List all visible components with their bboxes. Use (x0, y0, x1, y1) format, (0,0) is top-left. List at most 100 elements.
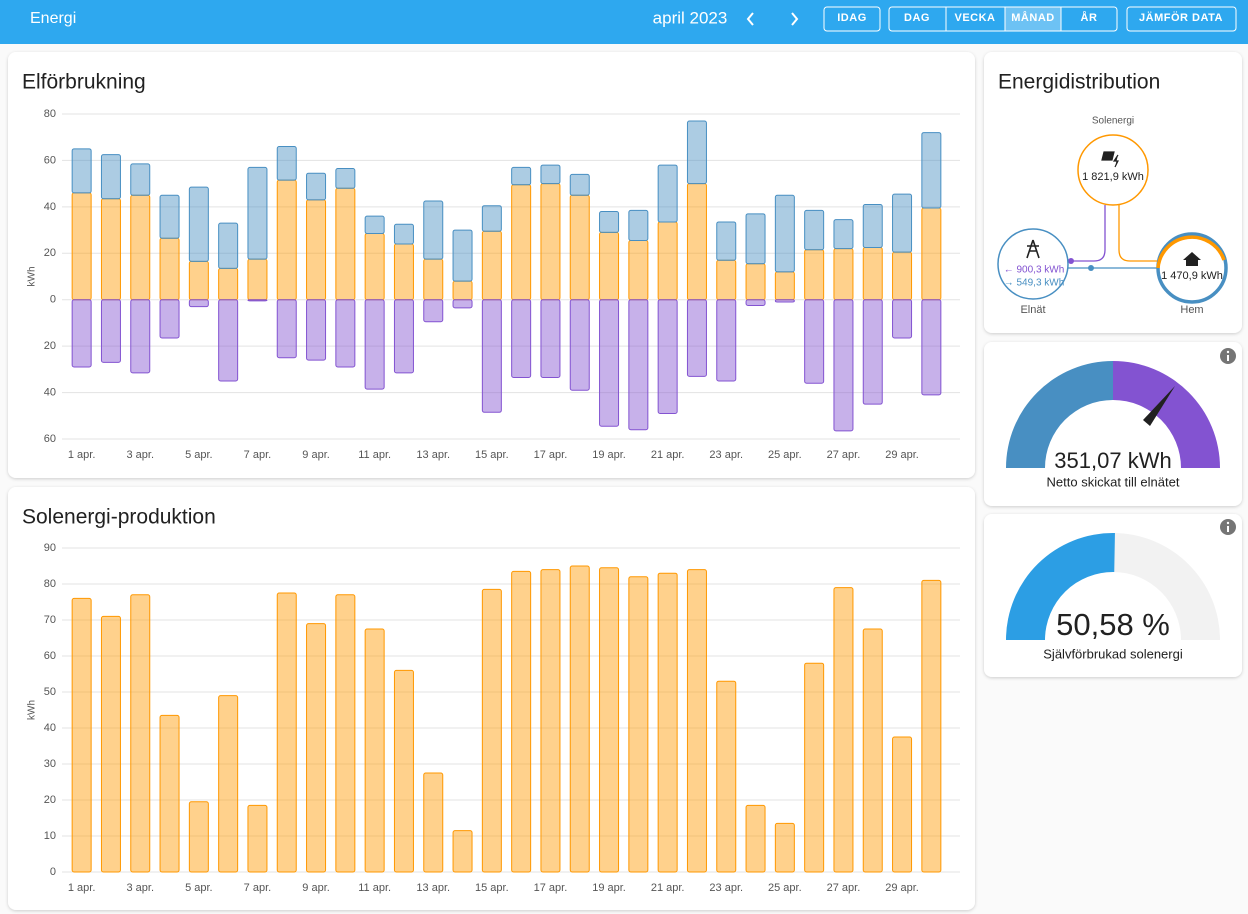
bar (306, 299, 327, 361)
bar (745, 299, 766, 307)
bar (130, 594, 151, 873)
x-tick-label: 7 apr. (244, 449, 272, 461)
x-tick-label: 7 apr. (244, 882, 272, 894)
day-button[interactable]: DAG (904, 12, 930, 24)
next-button[interactable] (791, 12, 799, 26)
button-label: IDAG (837, 12, 867, 24)
bar (833, 248, 854, 301)
bar (628, 299, 649, 431)
x-tick-label: 23 apr. (709, 882, 743, 894)
bar (569, 194, 590, 301)
bar (218, 695, 239, 873)
x-tick-label: 13 apr. (416, 449, 450, 461)
node-label: Hem (1180, 304, 1203, 316)
bar (892, 193, 913, 253)
year-button[interactable]: ÅR (1081, 11, 1098, 24)
bar (804, 249, 825, 301)
bar (511, 166, 532, 186)
bar (71, 299, 92, 368)
node-value: ← 900,3 kWh (1004, 265, 1065, 276)
bar (540, 183, 561, 301)
chart-title: Solenergi-produktion (22, 506, 216, 529)
bar (657, 221, 678, 301)
x-tick-label: 15 apr. (475, 882, 509, 894)
bar (276, 146, 297, 181)
bar (130, 194, 151, 301)
bar (452, 229, 473, 282)
prev-button[interactable] (746, 12, 754, 26)
node-value: → 549,3 kWh (1004, 278, 1065, 289)
x-tick-label: 27 apr. (827, 449, 861, 461)
bar (452, 830, 473, 873)
bar (481, 230, 502, 301)
bar (921, 579, 942, 873)
node-value: 1 821,9 kWh (1082, 171, 1144, 183)
bar (804, 209, 825, 251)
bar (921, 299, 942, 396)
bar (686, 183, 707, 301)
bar (833, 299, 854, 432)
info-icon[interactable] (1220, 348, 1236, 364)
gauge-value: 351,07 kWh (1054, 448, 1171, 473)
bar (188, 299, 209, 308)
bar (452, 280, 473, 301)
bar (569, 173, 590, 196)
button-label: JÄMFÖR DATA (1139, 11, 1223, 24)
bar (511, 184, 532, 301)
bar (745, 263, 766, 301)
bar (335, 187, 356, 301)
bar (716, 221, 737, 261)
bar (423, 200, 444, 260)
bar (335, 168, 356, 189)
flow-dot (1088, 265, 1094, 271)
y-tick-label: 10 (44, 830, 56, 842)
x-tick-label: 17 apr. (534, 882, 568, 894)
bar (130, 299, 151, 374)
bar (481, 205, 502, 232)
solar-node (1077, 134, 1149, 206)
bar (364, 299, 385, 390)
bar (774, 271, 795, 301)
bar (657, 164, 678, 223)
x-tick-label: 5 apr. (185, 882, 213, 894)
bar (100, 198, 121, 301)
bar (306, 172, 327, 201)
bar (745, 804, 766, 873)
bar (862, 204, 883, 248)
period: april 2023 (653, 8, 728, 27)
bar (628, 576, 649, 873)
gauge-needle (1143, 386, 1175, 426)
gauge-segment (1006, 361, 1113, 468)
bar (393, 669, 414, 873)
bar (569, 565, 590, 873)
week-button[interactable]: VECKA (954, 12, 995, 24)
node-label: Solenergi (1092, 116, 1134, 127)
bar (423, 299, 444, 323)
bar (276, 179, 297, 301)
bar (188, 801, 209, 873)
bar (599, 231, 620, 301)
bar (716, 299, 737, 382)
bar (862, 628, 883, 873)
bar (393, 299, 414, 374)
compare-button[interactable]: JÄMFÖR DATA (1126, 6, 1237, 32)
x-tick-label: 15 apr. (475, 449, 509, 461)
bar (599, 211, 620, 233)
y-axis-label: kWh (27, 267, 38, 287)
x-tick-label: 27 apr. (827, 882, 861, 894)
bar (423, 258, 444, 301)
info-icon[interactable] (1220, 519, 1236, 535)
x-tick-label: 17 apr. (534, 449, 568, 461)
bar (862, 246, 883, 301)
month-button[interactable]: MÅNAD (1011, 11, 1054, 24)
today-button[interactable]: IDAG (823, 6, 881, 32)
bar (159, 714, 180, 873)
bar (686, 299, 707, 377)
bar (188, 260, 209, 301)
header-title: Energi (30, 10, 76, 27)
period-group: DAG VECKA MÅNAD ÅR (888, 6, 1118, 32)
y-tick-label: 60 (44, 433, 56, 445)
x-tick-label: 21 apr. (651, 449, 685, 461)
x-tick-label: 1 apr. (68, 449, 96, 461)
